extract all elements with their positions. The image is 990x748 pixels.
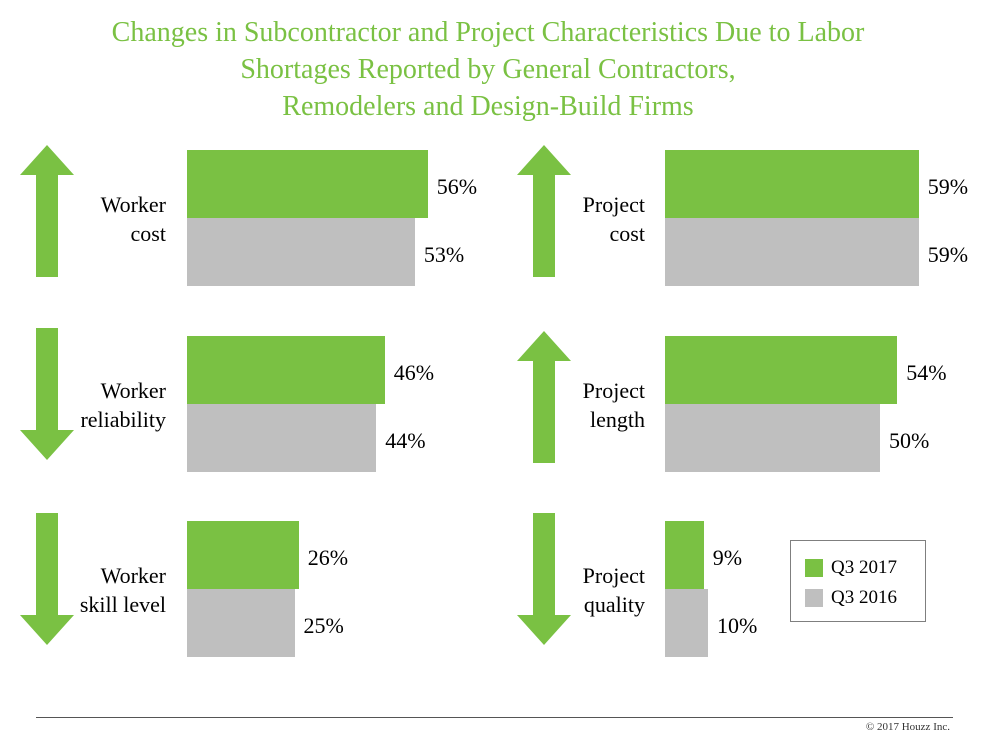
panel-label: Worker skill level: [26, 561, 166, 619]
value-label-q3-2017: 46%: [393, 360, 435, 385]
value-label-q3-2017: 26%: [307, 545, 349, 570]
arrow-down-icon: [20, 328, 74, 460]
value-label-q3-2017: 59%: [927, 174, 969, 199]
panel-label-line-2: cost: [609, 221, 645, 246]
bar-q3-2017: [665, 336, 898, 404]
panel-label-line-2: reliability: [80, 407, 166, 432]
panel-label-line-2: cost: [130, 221, 166, 246]
panel-label: Project quality: [505, 561, 645, 619]
panel-label: Project cost: [505, 190, 645, 248]
panel-label-line-2: quality: [583, 592, 645, 617]
legend-label-q3-2016: Q3 2016: [831, 587, 897, 608]
bar-q3-2016: [665, 404, 880, 472]
panel-label-line-1: Project: [582, 563, 645, 588]
footer-divider: [36, 717, 953, 718]
panel-label-line-1: Worker: [100, 192, 166, 217]
arrow-down-icon: [517, 513, 571, 645]
arrow-up-icon: [517, 145, 571, 277]
bar-q3-2017: [187, 150, 428, 218]
panel-label: Worker cost: [26, 190, 166, 248]
chart-title: Changes in Subcontractor and Project Cha…: [0, 14, 976, 125]
bar-q3-2016: [187, 589, 295, 657]
legend-item-q3-2016: Q3 2016: [805, 587, 897, 609]
legend-item-q3-2017: Q3 2017: [805, 557, 897, 579]
panel-label: Worker reliability: [26, 376, 166, 434]
panel-label-line-1: Project: [582, 378, 645, 403]
arrow-up-icon: [20, 145, 74, 277]
panel-label-line-2: skill level: [79, 592, 166, 617]
legend-swatch-q3-2016: [805, 589, 823, 607]
value-label-q3-2016: 44%: [385, 428, 426, 453]
panel-label: Project length: [505, 376, 645, 434]
copyright: © 2017 Houzz Inc.: [865, 721, 950, 733]
value-label-q3-2016: 25%: [303, 613, 344, 638]
panel-label-line-2: length: [590, 407, 645, 432]
legend-swatch-q3-2017: [805, 559, 823, 577]
title-line-1: Changes in Subcontractor and Project Cha…: [111, 17, 865, 48]
value-label-q3-2016: 10%: [717, 613, 758, 638]
legend: Q3 2017 Q3 2016: [790, 540, 926, 622]
value-label-q3-2016: 53%: [423, 242, 465, 267]
bar-q3-2017: [665, 150, 919, 218]
value-label-q3-2017: 56%: [436, 174, 478, 199]
arrow-up-icon: [517, 331, 571, 463]
panel-label-line-1: Project: [582, 192, 645, 217]
bar-q3-2016: [665, 218, 919, 286]
bar-q3-2017: [187, 336, 385, 404]
value-label-q3-2016: 50%: [889, 428, 930, 453]
bar-q3-2016: [665, 589, 708, 657]
title-line-2: Shortages Reported by General Contractor…: [240, 54, 736, 85]
value-label-q3-2017: 54%: [906, 360, 947, 385]
bar-q3-2016: [187, 218, 415, 286]
title-line-3: Remodelers and Design-Build Firms: [282, 91, 694, 122]
panel-label-line-1: Worker: [100, 378, 166, 403]
legend-label-q3-2017: Q3 2017: [831, 557, 897, 578]
bar-q3-2017: [665, 521, 704, 589]
value-label-q3-2017: 9%: [712, 545, 743, 570]
bar-q3-2017: [187, 521, 299, 589]
bar-q3-2016: [187, 404, 377, 472]
value-label-q3-2016: 59%: [927, 242, 969, 267]
panel-label-line-1: Worker: [100, 563, 166, 588]
arrow-down-icon: [20, 513, 74, 645]
